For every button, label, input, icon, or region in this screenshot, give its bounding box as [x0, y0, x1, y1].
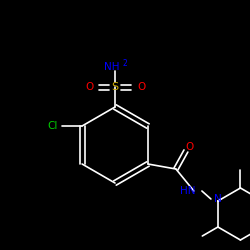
Text: HN: HN — [180, 186, 196, 196]
Text: O: O — [137, 82, 145, 92]
Text: S: S — [112, 82, 118, 92]
Text: NH: NH — [104, 62, 120, 72]
Text: 2: 2 — [122, 58, 128, 68]
Text: Cl: Cl — [47, 121, 57, 131]
Text: N: N — [214, 194, 222, 204]
Text: O: O — [85, 82, 93, 92]
Text: O: O — [186, 142, 194, 152]
